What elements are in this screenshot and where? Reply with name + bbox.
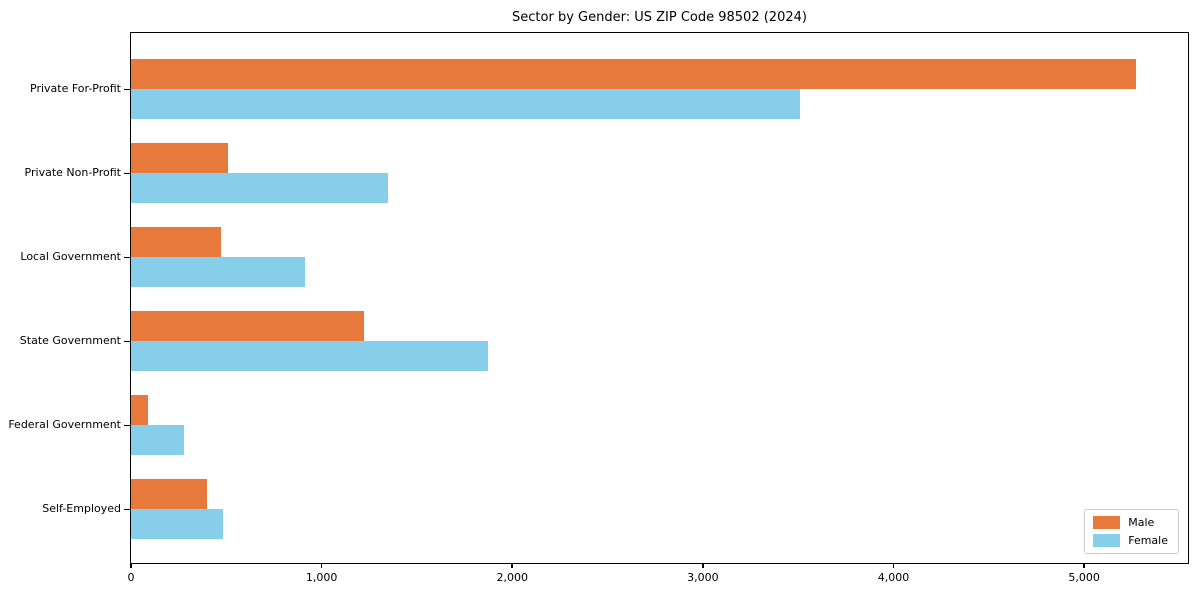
legend-item-female: Female — [1093, 534, 1168, 547]
x-tick-label: 4,000 — [877, 571, 910, 584]
category-label: Private Non-Profit — [24, 166, 121, 179]
x-tick — [130, 563, 132, 568]
x-tick — [1083, 563, 1085, 568]
category-label: Self-Employed — [42, 502, 121, 515]
bar-female-3 — [131, 341, 488, 371]
legend-label: Female — [1128, 534, 1168, 547]
bar-male-2 — [131, 227, 221, 257]
x-tick-label: 5,000 — [1068, 571, 1100, 584]
category-label: Local Government — [20, 250, 121, 263]
y-tick — [124, 424, 130, 426]
bar-female-2 — [131, 257, 305, 287]
x-tick-label: 2,000 — [496, 571, 528, 584]
legend: Male Female — [1084, 509, 1179, 554]
x-tick — [892, 563, 895, 568]
bar-female-5 — [131, 509, 223, 539]
bar-female-0 — [131, 89, 801, 119]
bar-male-1 — [131, 143, 229, 173]
bar-female-4 — [131, 425, 185, 455]
y-tick — [124, 88, 130, 90]
x-tick — [320, 563, 323, 568]
legend-swatch-male — [1093, 516, 1121, 529]
category-label: State Government — [19, 334, 121, 347]
y-tick — [124, 172, 130, 174]
y-tick — [124, 256, 130, 258]
category-label: Federal Government — [8, 418, 121, 431]
legend-label: Male — [1128, 516, 1155, 529]
legend-item-male: Male — [1093, 516, 1168, 529]
y-tick — [124, 508, 130, 510]
x-tick — [511, 563, 513, 568]
chart-title: Sector by Gender: US ZIP Code 98502 (202… — [512, 10, 807, 25]
bar-male-5 — [131, 479, 208, 509]
legend-swatch-female — [1093, 534, 1121, 547]
bar-male-0 — [131, 59, 1136, 89]
x-tick-label: 3,000 — [687, 571, 719, 584]
x-tick — [702, 563, 704, 568]
x-tick-label: 1,000 — [305, 571, 338, 584]
bar-male-3 — [131, 311, 364, 341]
bar-male-4 — [131, 395, 149, 425]
bar-female-1 — [131, 173, 389, 203]
x-tick-label: 0 — [127, 571, 135, 584]
y-tick — [124, 340, 130, 342]
plot-area: Male Female — [130, 32, 1189, 564]
category-label: Private For-Profit — [30, 82, 121, 95]
